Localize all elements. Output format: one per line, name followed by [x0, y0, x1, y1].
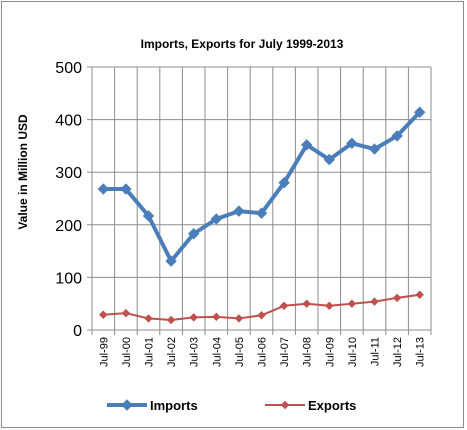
exports-point: [121, 308, 131, 318]
y-tick-label: 400: [55, 113, 82, 130]
series-group: [97, 106, 426, 325]
imports-point: [142, 210, 155, 222]
imports-line: [103, 110, 422, 264]
y-tick-labels: 0 100 200 300 400 500: [55, 60, 82, 340]
x-tick-label: Jul-02: [166, 337, 178, 367]
y-tick-label: 100: [55, 270, 82, 287]
exports-point: [144, 314, 153, 323]
y-tick-label: 200: [55, 218, 82, 235]
exports-point: [370, 297, 379, 306]
exports-point: [415, 290, 424, 299]
imports-point: [165, 255, 177, 267]
exports-point: [302, 299, 311, 308]
imports-point: [187, 228, 200, 240]
x-tick-label: Jul-04: [211, 337, 223, 367]
legend: Imports Exports: [107, 398, 356, 413]
exports-point: [347, 299, 357, 308]
exports-point: [279, 301, 289, 311]
imports-point: [413, 106, 426, 118]
exports-point: [234, 314, 244, 323]
x-tick-label: Jul-12: [392, 337, 404, 367]
x-tick-label: Jul-03: [189, 337, 201, 367]
legend-exports-marker: [280, 400, 290, 410]
imports-point: [300, 139, 313, 151]
y-tick-label: 300: [55, 165, 82, 182]
exports-point: [257, 311, 266, 320]
exports-point: [392, 293, 402, 303]
x-tick-label: Jul-13: [415, 337, 427, 367]
y-axis-label: Value in Million USD: [16, 114, 30, 230]
imports-point: [278, 177, 290, 189]
imports-point: [368, 143, 381, 155]
exports-point: [99, 310, 108, 319]
chart-title: Imports, Exports for July 1999-2013: [141, 37, 344, 51]
imports-point: [391, 130, 403, 142]
imports-point: [233, 205, 245, 217]
exports-point: [166, 315, 176, 325]
x-tick-labels: Jul-99 Jul-00 Jul-01 Jul-02 Jul-03 Jul-04 Jul-…: [98, 337, 426, 367]
imports-point: [346, 137, 358, 149]
imports-point: [323, 153, 336, 166]
exports-point: [212, 312, 221, 322]
x-tick-label: Jul-05: [234, 337, 246, 367]
x-tick-label: Jul-06: [257, 337, 269, 367]
grid-lines: [92, 66, 432, 330]
legend-imports-marker: [121, 399, 133, 411]
x-tick-label: Jul-01: [144, 337, 156, 367]
x-tick-label: Jul-11: [370, 337, 382, 366]
exports-point: [325, 301, 334, 311]
x-tick-label: Jul-00: [121, 337, 133, 367]
x-tick-label: Jul-09: [324, 337, 336, 367]
legend-imports-label: Imports: [150, 398, 198, 413]
x-tick-label: Jul-10: [347, 337, 359, 367]
legend-exports-label: Exports: [308, 398, 356, 413]
y-tick-label: 500: [55, 60, 82, 77]
imports-point: [120, 183, 132, 195]
x-tick-label: Jul-08: [302, 337, 314, 367]
x-tick-label: Jul-07: [279, 337, 291, 367]
imports-point: [210, 213, 223, 225]
imports-point: [255, 207, 268, 219]
axes: [87, 66, 432, 335]
exports-point: [189, 313, 198, 322]
x-tick-label: Jul-99: [98, 337, 110, 367]
y-tick-label: 0: [73, 323, 82, 340]
imports-point: [97, 183, 110, 195]
